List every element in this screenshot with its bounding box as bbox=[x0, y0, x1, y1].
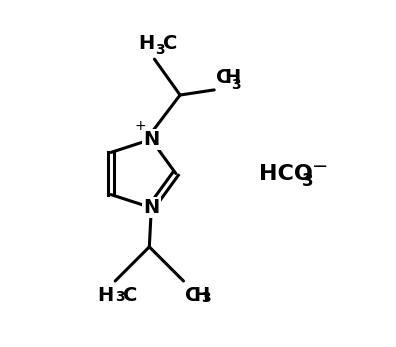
Text: H: H bbox=[97, 286, 114, 305]
Text: H: H bbox=[193, 286, 209, 305]
Text: H: H bbox=[224, 68, 240, 87]
Text: 3: 3 bbox=[201, 290, 211, 305]
Text: 3: 3 bbox=[302, 172, 314, 190]
Text: N: N bbox=[143, 198, 159, 217]
Text: C: C bbox=[185, 286, 200, 305]
Text: N: N bbox=[143, 130, 159, 149]
Text: H: H bbox=[138, 34, 154, 53]
Text: +: + bbox=[135, 119, 147, 134]
Text: 3: 3 bbox=[155, 43, 165, 57]
Text: 3: 3 bbox=[115, 290, 125, 304]
Text: C: C bbox=[163, 34, 177, 53]
Text: −: − bbox=[312, 157, 329, 176]
Text: HCO: HCO bbox=[259, 163, 313, 184]
Text: 3: 3 bbox=[232, 78, 241, 92]
Text: C: C bbox=[216, 68, 230, 87]
Text: C: C bbox=[123, 286, 137, 305]
